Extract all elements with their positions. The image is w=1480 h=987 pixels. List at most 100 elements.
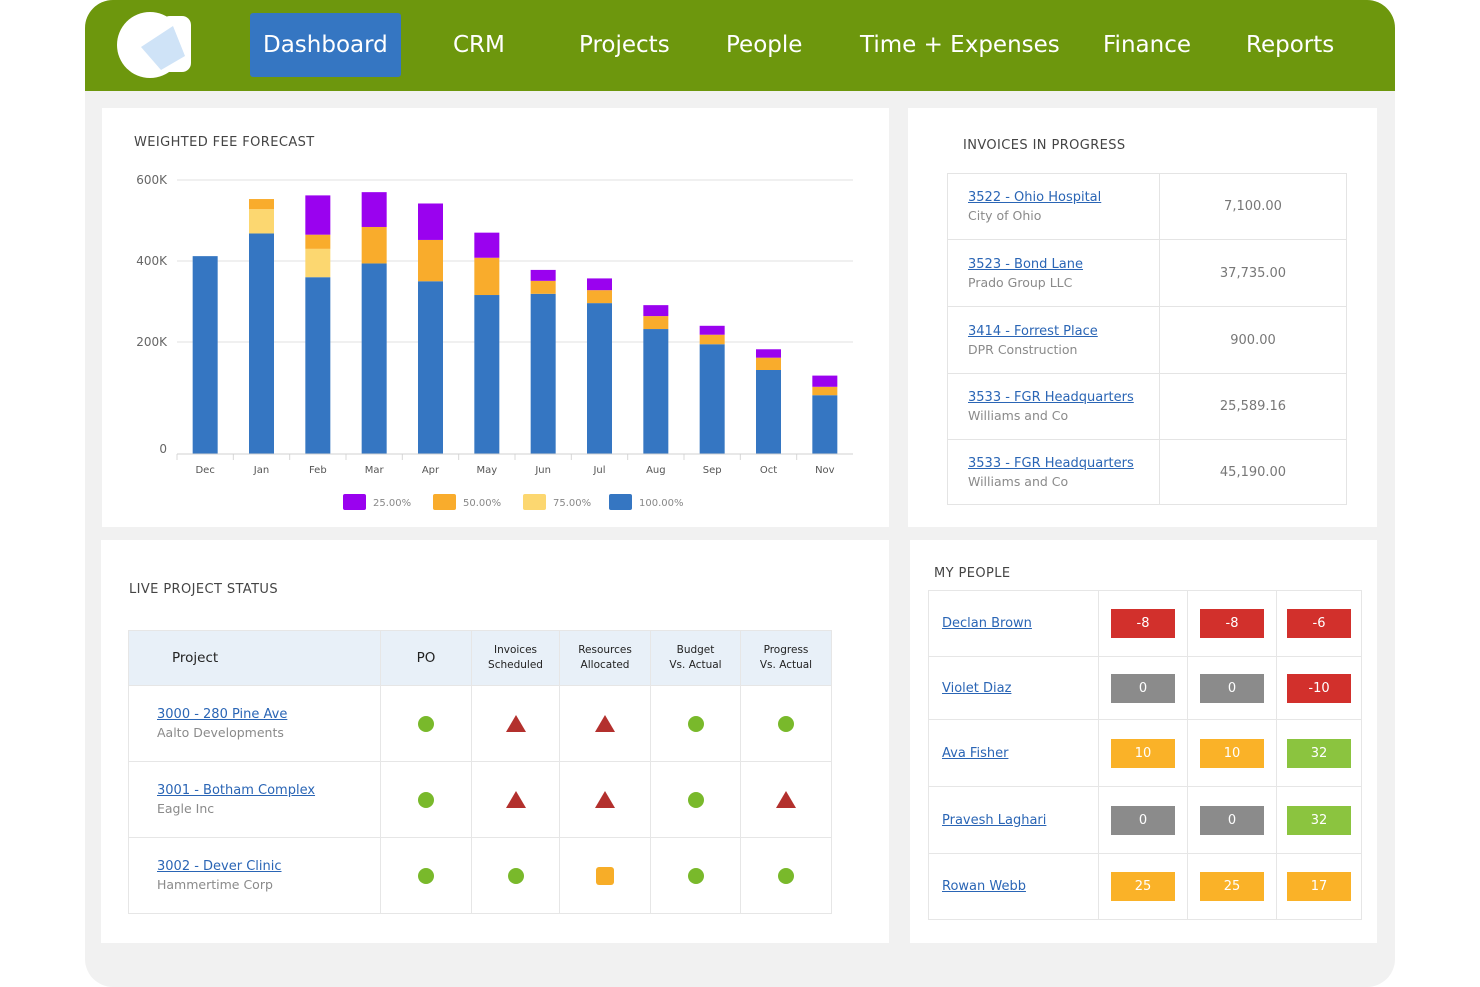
nav-reports[interactable]: Reports [1246, 32, 1335, 58]
legend-swatch [433, 494, 456, 510]
nav-time-expenses[interactable]: Time + Expenses [860, 32, 1060, 58]
invoice-link[interactable]: 3533 - FGR Headquarters [968, 390, 1134, 405]
invoice-link[interactable]: 3522 - Ohio Hospital [968, 190, 1102, 205]
my-people-title: MY PEOPLE [934, 566, 1011, 581]
x-tick-label: Jan [253, 465, 269, 476]
bar-segment [812, 375, 838, 387]
bar-segment [699, 334, 725, 345]
column-header-project: Project [172, 650, 219, 666]
x-tick-label: Mar [365, 465, 385, 476]
person-row: Declan Brown -8 -8 -6 [929, 591, 1361, 656]
top-navigation-bar: Dashboard CRM Projects People Time + Exp… [85, 0, 1395, 91]
project-row: 3001 - Botham Complex Eagle Inc [129, 761, 831, 837]
bar-segment [305, 195, 331, 235]
status-ok-icon [507, 867, 524, 884]
y-tick-label: 0 [159, 442, 167, 456]
bar-segment [474, 257, 500, 296]
invoice-link[interactable]: 3533 - FGR Headquarters [968, 455, 1134, 471]
weighted-fee-forecast-card: WEIGHTED FEE FORECAST 0 200K 400K 600K Dec Ja… [102, 108, 889, 527]
project-client: Eagle Inc [157, 801, 215, 816]
status-alert-icon [595, 791, 615, 808]
invoice-amount: 900.00 [1230, 332, 1276, 348]
bar-segment [305, 277, 331, 454]
y-tick-label: 600K [136, 173, 168, 187]
person-row: Rowan Webb 25 25 17 [929, 853, 1361, 919]
project-link[interactable]: 3002 - Dever Clinic [157, 859, 282, 874]
person-metric-badge: 32 [1287, 805, 1351, 835]
x-tick-label: Aug [646, 465, 666, 476]
bar-segment [756, 357, 781, 370]
status-ok-icon [687, 715, 704, 732]
invoices-table: 3522 - Ohio Hospital City of Ohio 7,100.… [947, 173, 1347, 505]
bar-segment [192, 256, 218, 454]
person-metric-badge: -6 [1287, 609, 1351, 638]
person-row: Violet Diaz 0 0 -10 [929, 656, 1361, 719]
live-project-status-title: LIVE PROJECT STATUS [129, 582, 278, 597]
person-metric-badge: -8 [1200, 609, 1264, 638]
person-row: Ava Fisher 10 10 32 [929, 719, 1361, 786]
nav-projects[interactable]: Projects [579, 32, 670, 58]
person-link[interactable]: Declan Brown [942, 616, 1032, 631]
column-header-invoices-scheduled: Invoices Scheduled [488, 644, 543, 671]
nav-finance[interactable]: Finance [1103, 32, 1191, 58]
column-header-po: PO [416, 650, 436, 666]
bar-segment [812, 395, 838, 454]
status-alert-icon [505, 791, 526, 808]
bar-segment [305, 248, 331, 278]
bar-segment [305, 234, 331, 249]
status-alert-icon [505, 715, 526, 732]
invoices-in-progress-card: INVOICES IN PROGRESS 3522 - Ohio Hospita… [908, 108, 1377, 527]
invoices-in-progress-title: INVOICES IN PROGRESS [963, 138, 1126, 153]
bar-segment [418, 281, 443, 454]
people-table: Declan Brown -8 -8 -6 Violet Diaz 0 0 -10 Ava Fi… [928, 590, 1362, 920]
y-tick-label: 200K [136, 335, 168, 349]
weighted-fee-forecast-title: WEIGHTED FEE FORECAST [134, 135, 315, 150]
person-metric-badge: 25 [1200, 872, 1264, 901]
legend-swatch [343, 494, 366, 510]
person-metric-badge: -10 [1287, 673, 1351, 703]
invoice-row: 3533 - FGR Headquarters Williams and Co … [948, 440, 1346, 504]
person-link[interactable]: Rowan Webb [942, 879, 1026, 894]
person-link[interactable]: Violet Diaz [942, 680, 1012, 696]
x-tick-label: Apr [422, 465, 440, 476]
person-metric-badge: 0 [1200, 805, 1264, 835]
bar-segment [643, 329, 669, 454]
person-link[interactable]: Ava Fisher [942, 745, 1009, 761]
invoice-row: 3414 - Forrest Place DPR Construction 90… [948, 307, 1346, 374]
bar-segment [587, 303, 612, 454]
bar-segment [812, 386, 838, 396]
status-ok-icon [687, 791, 704, 808]
nav-crm[interactable]: CRM [453, 32, 505, 58]
person-metric-badge: 32 [1287, 738, 1351, 768]
invoice-amount: 45,190.00 [1219, 464, 1287, 480]
invoice-client: Prado Group LLC [968, 274, 1073, 290]
person-metric-badge: 10 [1200, 738, 1264, 768]
nav-people[interactable]: People [726, 32, 803, 58]
x-tick-label: Nov [815, 465, 835, 476]
legend-label: 25.00% [373, 498, 411, 509]
person-link[interactable]: Pravesh Laghari [942, 812, 1047, 828]
project-link[interactable]: 3001 - Botham Complex [157, 783, 316, 798]
status-ok-icon [778, 867, 794, 884]
weighted-fee-forecast-chart: 0 200K 400K 600K Dec Jan Feb Mar Apr May Jun Jul Aug… [136, 173, 853, 510]
nav-dashboard[interactable]: Dashboard [250, 13, 401, 77]
column-header-resources-allocated: Resources Allocated [578, 644, 632, 671]
app-logo[interactable] [117, 12, 193, 78]
x-tick-label: Sep [703, 465, 722, 476]
person-metric-badge: -8 [1111, 609, 1175, 638]
bar-segment [530, 269, 556, 281]
project-link[interactable]: 3000 - 280 Pine Ave [157, 707, 288, 722]
invoice-client: Williams and Co [968, 473, 1069, 489]
project-status-header: Project PO Invoices Scheduled Resources … [129, 631, 831, 685]
person-row: Pravesh Laghari 0 0 32 [929, 786, 1361, 853]
x-tick-label: Feb [309, 465, 327, 476]
invoice-link[interactable]: 3523 - Bond Lane [968, 256, 1083, 272]
bar-segment [474, 232, 500, 258]
bar-segment [361, 263, 387, 454]
status-alert-icon [595, 715, 615, 732]
legend-label: 75.00% [553, 498, 591, 509]
bar-segment [530, 293, 556, 454]
invoice-link[interactable]: 3414 - Forrest Place [968, 323, 1098, 339]
invoice-row: 3523 - Bond Lane Prado Group LLC 37,735.… [948, 240, 1346, 307]
status-alert-icon [776, 791, 796, 808]
